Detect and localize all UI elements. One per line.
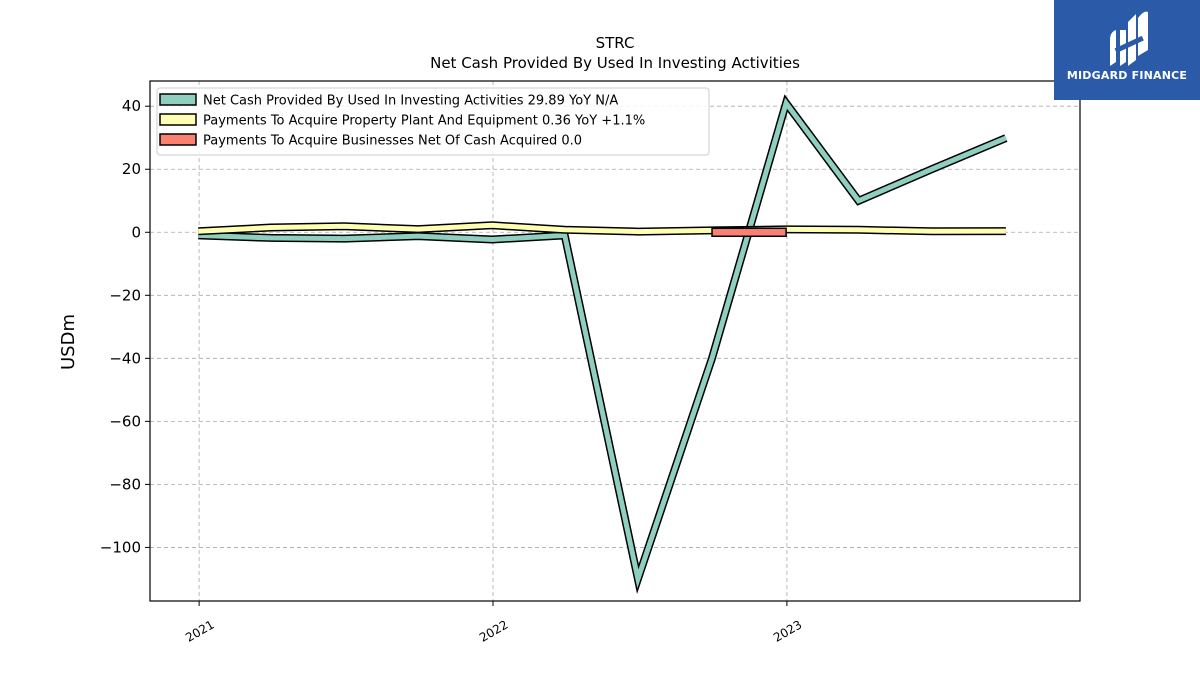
- y-tick-label: 20: [122, 160, 141, 178]
- chart-title: STRC: [596, 34, 635, 52]
- plot-frame: [149, 80, 1081, 602]
- y-tick-label: −20: [109, 286, 141, 304]
- legend-label: Payments To Acquire Property Plant And E…: [203, 114, 645, 129]
- legend: Net Cash Provided By Used In Investing A…: [156, 87, 710, 156]
- y-tick-label: −40: [109, 349, 141, 367]
- x-axis-ticks: 2021 2022 2023: [183, 601, 804, 645]
- legend-swatch: [159, 113, 197, 126]
- y-tick-label: −80: [109, 475, 141, 493]
- grid-lines: [150, 81, 1080, 601]
- chart-subtitle: Net Cash Provided By Used In Investing A…: [430, 54, 800, 72]
- x-tick-label: 2021: [183, 617, 216, 644]
- legend-box: [156, 87, 710, 156]
- series-line-outline: [198, 94, 1008, 595]
- series-bar: [711, 227, 787, 238]
- y-tick-label: 0: [131, 223, 141, 241]
- y-axis-label: USDm: [58, 314, 79, 370]
- series-line: [198, 97, 1007, 589]
- y-tick-label: −100: [100, 538, 141, 556]
- brand-logo: MIDGARD FINANCE: [1054, 0, 1200, 100]
- series-line: [198, 222, 1006, 235]
- legend-label: Net Cash Provided By Used In Investing A…: [203, 94, 618, 109]
- legend-swatch: [159, 93, 197, 106]
- brand-name: MIDGARD FINANCE: [1066, 69, 1188, 82]
- y-tick-label: −60: [109, 412, 141, 430]
- brand-mark-icon: [1110, 11, 1148, 66]
- y-axis-ticks: 40 20 0 −20 −40 −60 −80 −100: [100, 97, 150, 556]
- legend-label: Payments To Acquire Businesses Net Of Ca…: [203, 134, 582, 149]
- plot-area: [198, 94, 1008, 595]
- legend-swatch: [159, 133, 197, 146]
- x-tick-label: 2023: [771, 617, 804, 644]
- y-tick-label: 40: [122, 97, 141, 115]
- x-tick-label: 2022: [477, 617, 510, 644]
